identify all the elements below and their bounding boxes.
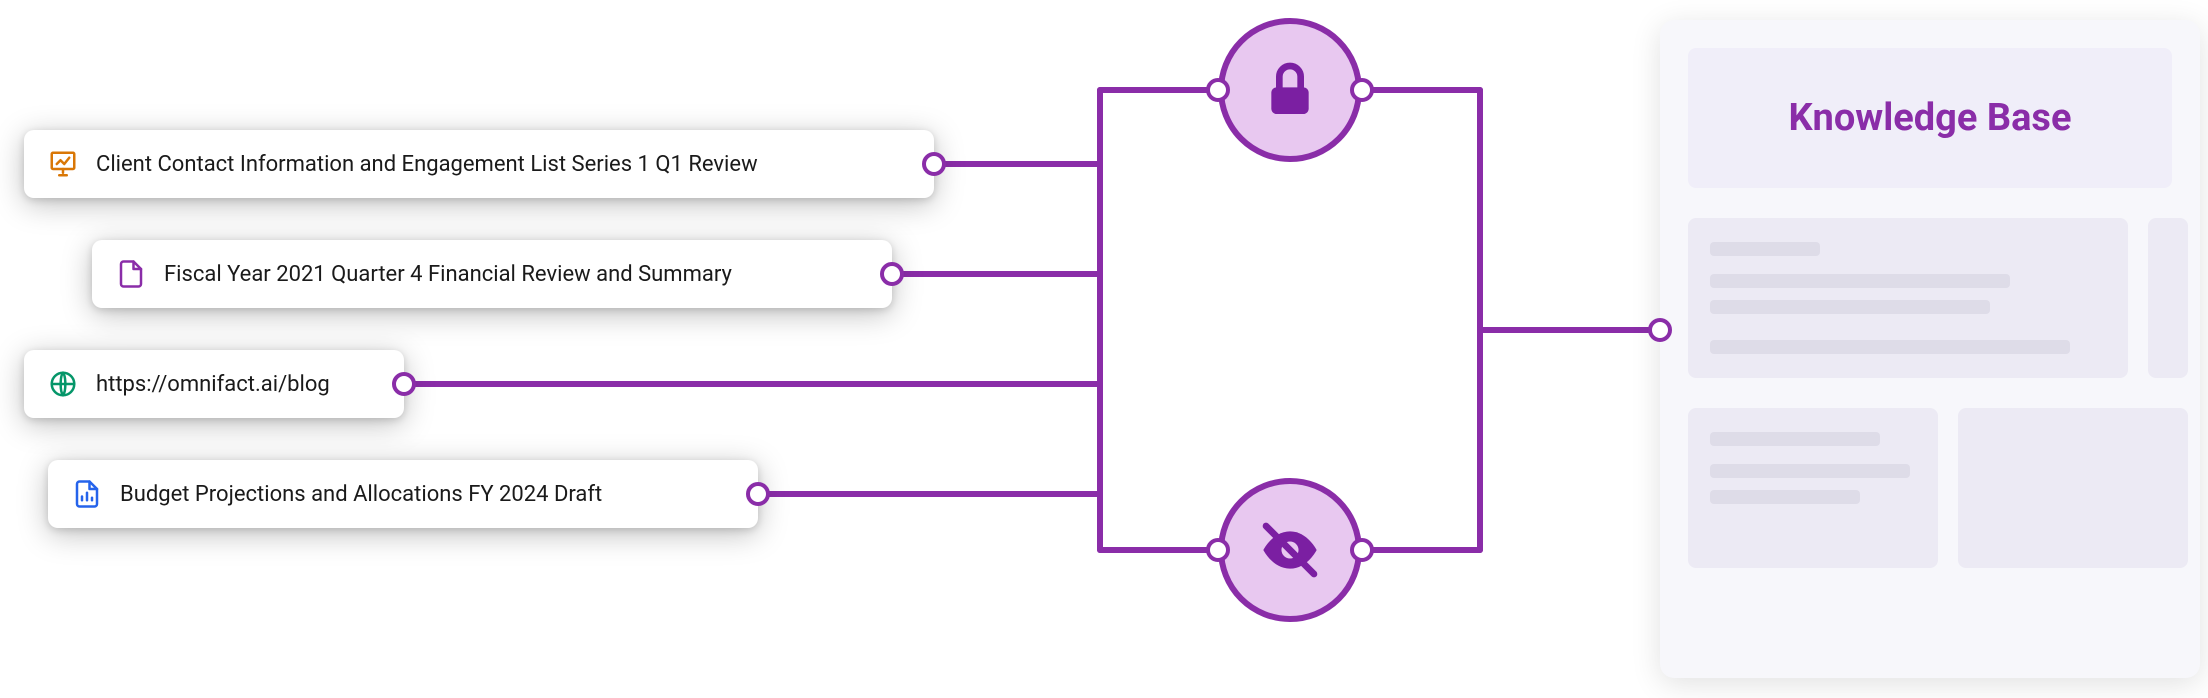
kb-placeholder-line [1710,340,2070,354]
lock-bubble [1218,18,1362,162]
connector-node [1206,538,1230,562]
knowledge-base-title-bar: Knowledge Base [1688,48,2172,188]
connector-node [1350,78,1374,102]
kb-placeholder-line [1710,300,1990,314]
globe-icon [48,369,78,399]
connector-node [880,262,904,286]
file-chart-icon [72,479,102,509]
kb-placeholder-line [1710,490,1860,504]
document-label: Client Contact Information and Engagemen… [96,152,758,177]
connector-node [392,372,416,396]
document-card: Budget Projections and Allocations FY 20… [48,460,758,528]
connector-node [1648,318,1672,342]
kb-placeholder-line [1710,464,1910,478]
file-icon [116,259,146,289]
connector-node [746,482,770,506]
kb-placeholder-block [1958,408,2188,568]
kb-placeholder-line [1710,274,2010,288]
lock-icon [1258,58,1322,122]
privacy-bubble [1218,478,1362,622]
document-label: Fiscal Year 2021 Quarter 4 Financial Rev… [164,262,732,287]
document-label: https://omnifact.ai/blog [96,372,330,397]
connector-node [1206,78,1230,102]
document-label: Budget Projections and Allocations FY 20… [120,482,602,507]
knowledge-base-title: Knowledge Base [1789,96,2072,140]
document-card: Fiscal Year 2021 Quarter 4 Financial Rev… [92,240,892,308]
connector-node [1350,538,1374,562]
eye-slash-icon [1258,518,1322,582]
connector-node [922,152,946,176]
document-card: Client Contact Information and Engagemen… [24,130,934,198]
kb-placeholder-block [2148,218,2188,378]
document-card: https://omnifact.ai/blog [24,350,404,418]
presentation-chart-icon [48,149,78,179]
kb-placeholder-line [1710,432,1880,446]
kb-placeholder-line [1710,242,1820,256]
knowledge-base-panel: Knowledge Base [1660,20,2200,678]
